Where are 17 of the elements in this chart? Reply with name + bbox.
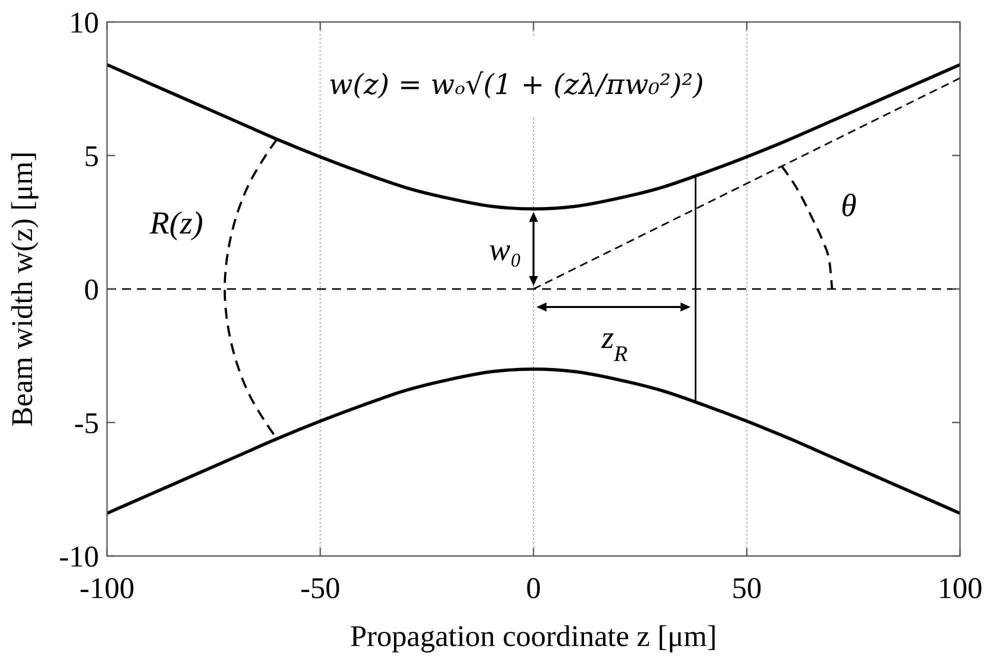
y-axis-title: Beam width w(z) [μm] — [6, 151, 39, 427]
x-tick-label: 50 — [732, 572, 762, 605]
y-tick-label: -5 — [74, 407, 99, 440]
annotation: w(z) = wₒ√(1 + (zλ/πw₀²)²) — [328, 68, 704, 101]
x-axis-title: Propagation coordinate z [μm] — [350, 620, 717, 653]
series-label: R(z) — [148, 204, 204, 240]
x-tick-label: 0 — [526, 572, 541, 605]
x-tick-label: -50 — [300, 572, 340, 605]
annotation: z$_{R}$ — [600, 319, 628, 366]
y-tick-label: 10 — [69, 6, 99, 40]
y-tick-label: 0 — [84, 274, 99, 306]
series-label: θ — [840, 187, 857, 224]
x-tick-label: 100 — [938, 572, 982, 605]
y-tick-label: -10 — [59, 540, 99, 574]
annotation: w₀ — [489, 231, 522, 268]
x-tick-label: -100 — [80, 572, 134, 605]
y-tick-label: 5 — [84, 140, 99, 173]
